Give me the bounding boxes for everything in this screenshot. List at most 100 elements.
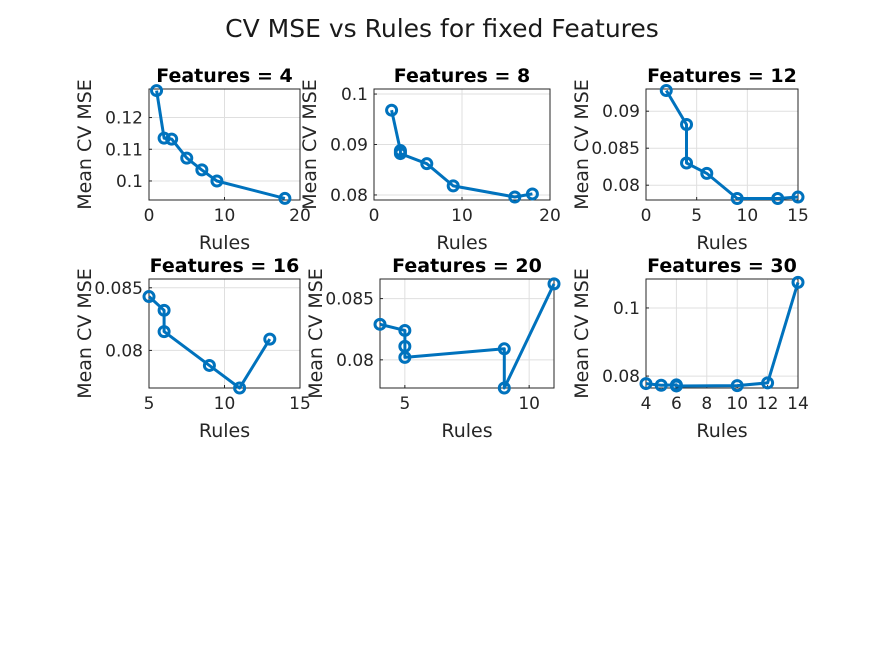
y-axis-label: Mean CV MSE: [571, 268, 593, 399]
subplot-3: 0 5 10 15 0.08 0.085 0.09 Features = 12 Rules Mea…: [571, 65, 809, 254]
subplot-title: Features = 12: [647, 65, 797, 87]
x-tick-label: 12: [757, 394, 779, 414]
data-point: [150, 84, 164, 98]
subplot-4: 5 10 15 0.08 0.085 Features = 16 Rules Mean CV …: [74, 255, 311, 442]
x-axis-label: Rules: [199, 420, 250, 442]
data-point: [202, 358, 216, 372]
x-tick-label: 0: [641, 206, 652, 226]
series-line: [665, 89, 799, 200]
x-tick-label: 20: [539, 206, 561, 226]
plot-frame: [148, 278, 301, 389]
x-tick-label: 5: [691, 206, 702, 226]
y-tick-label: 0.1: [116, 172, 143, 192]
plot-area: [645, 88, 799, 201]
y-tick-label: 0.085: [591, 139, 640, 159]
data-point: [385, 103, 399, 117]
plot-frame: [373, 88, 551, 201]
data-point: [680, 118, 694, 132]
data-point: [157, 303, 171, 317]
x-tick-label: 0: [144, 206, 155, 226]
y-tick-label: 0.09: [330, 136, 368, 156]
data-point: [180, 151, 194, 165]
subplot-6: 4 6 8 10 12 14 0.08 0.1 Features = 30 Rules Mean C…: [571, 255, 809, 442]
data-point: [680, 156, 694, 170]
y-tick-label: 0.08: [105, 341, 143, 361]
data-point: [547, 277, 561, 291]
subplot-title: Features = 30: [647, 255, 797, 277]
y-tick-label: 0.08: [602, 176, 640, 196]
y-tick-label: 0.11: [105, 140, 143, 160]
y-tick-label: 0.08: [336, 351, 374, 371]
data-point: [791, 275, 805, 289]
x-tick-label: 5: [399, 394, 410, 414]
plot-area: [645, 278, 799, 389]
x-tick-label: 15: [289, 394, 311, 414]
plot-frame: [645, 88, 799, 201]
subplot-grid: 0 10 20 0.1 0.11 0.12 Features = 4 Rules Mean CV…: [74, 65, 809, 442]
data-point: [700, 166, 714, 180]
data-point: [497, 381, 511, 395]
subplot-title: Features = 4: [156, 65, 292, 87]
y-axis-label: Mean CV MSE: [74, 268, 96, 399]
data-point: [233, 381, 247, 395]
x-axis-label: Rules: [199, 232, 250, 254]
data-point: [446, 179, 460, 193]
series-line: [147, 295, 272, 390]
x-axis-label: Rules: [441, 420, 492, 442]
y-tick-label: 0.08: [330, 186, 368, 206]
data-point: [393, 147, 407, 161]
y-tick-label: 0.085: [325, 290, 374, 310]
y-tick-label: 0.085: [94, 279, 143, 299]
subplot-5: 5 10 0.08 0.085 Features = 20 Rules Mean CV MS…: [305, 255, 561, 442]
x-tick-label: 6: [671, 394, 682, 414]
x-tick-label: 4: [641, 394, 652, 414]
data-point: [761, 376, 775, 390]
data-point: [165, 132, 179, 146]
x-axis-label: Rules: [696, 420, 747, 442]
data-point: [398, 350, 412, 364]
data-point: [730, 192, 744, 206]
series-line: [390, 109, 533, 199]
x-tick-label: 8: [701, 394, 712, 414]
data-point: [398, 323, 412, 337]
y-axis-label: Mean CV MSE: [305, 268, 327, 399]
subplot-title: Features = 20: [392, 255, 542, 277]
subplot-title: Features = 8: [394, 65, 530, 87]
x-axis-label: Rules: [436, 232, 487, 254]
data-point: [263, 332, 277, 346]
x-tick-label: 15: [787, 206, 809, 226]
x-tick-label: 10: [214, 394, 236, 414]
subplot-title: Features = 16: [150, 255, 300, 277]
subplot-1: 0 10 20 0.1 0.11 0.12 Features = 4 Rules Mean CV…: [74, 65, 311, 254]
x-tick-label: 5: [144, 394, 155, 414]
data-point: [654, 378, 668, 392]
x-tick-label: 10: [451, 206, 473, 226]
data-point: [210, 174, 224, 188]
y-axis-label: Mean CV MSE: [74, 79, 96, 210]
y-axis-label: Mean CV MSE: [571, 79, 593, 210]
data-point: [791, 190, 805, 204]
x-tick-label: 10: [518, 394, 540, 414]
data-point: [639, 377, 653, 391]
x-tick-label: 10: [214, 206, 236, 226]
x-tick-label: 10: [737, 206, 759, 226]
y-axis-label: Mean CV MSE: [299, 79, 321, 210]
data-point: [373, 317, 387, 331]
y-tick-label: 0.08: [602, 367, 640, 387]
data-point: [142, 290, 156, 304]
data-point: [730, 379, 744, 393]
data-point: [508, 190, 522, 204]
figure-title: CV MSE vs Rules for fixed Features: [225, 14, 659, 43]
y-tick-label: 0.1: [341, 85, 368, 105]
x-tick-label: 0: [369, 206, 380, 226]
data-point: [525, 187, 539, 201]
data-point: [659, 83, 673, 97]
data-point: [195, 163, 209, 177]
plot-frame: [379, 278, 555, 389]
data-point: [669, 379, 683, 393]
y-tick-label: 0.12: [105, 109, 143, 129]
data-point: [420, 157, 434, 171]
data-point: [497, 342, 511, 356]
x-axis-label: Rules: [696, 232, 747, 254]
